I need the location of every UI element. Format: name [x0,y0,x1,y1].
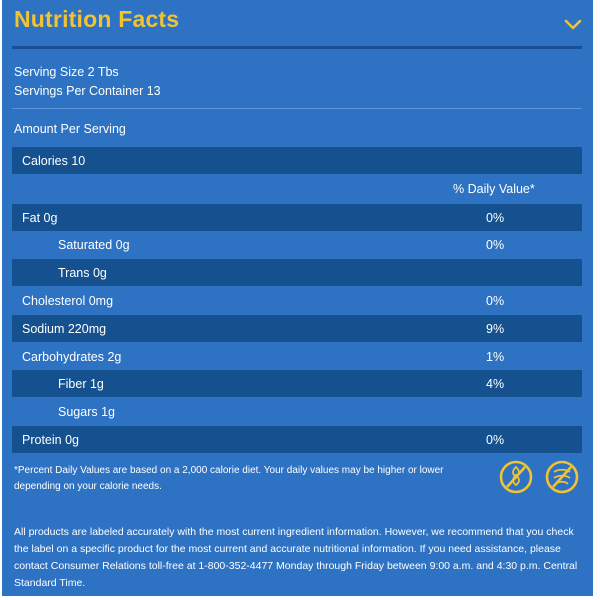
nutrient-row-fiber: Fiber 1g 4% [12,370,582,397]
nutrient-row-trans: Trans 0g [12,259,582,286]
amount-per-serving-label: Amount Per Serving [14,122,126,136]
nutrient-daily-value: 0% [486,433,505,447]
nutrient-daily-value: 0% [486,294,505,308]
calories-label: Calories 10 [22,154,86,168]
labeling-disclaimer: All products are labeled accurately with… [14,526,578,589]
header-divider [12,46,582,49]
nutrient-name: Saturated 0g [58,238,130,252]
serving-divider [12,108,582,109]
calories-row: Calories 10 [12,147,582,174]
nutrient-name: Protein 0g [22,433,79,447]
chevron-down-icon[interactable] [564,18,582,32]
gluten-free-icon [545,460,579,494]
nutrient-daily-value: 0% [486,238,505,252]
nutrient-daily-value: 1% [486,350,505,364]
nutrient-name: Trans 0g [58,266,107,280]
gluten-free-icon [499,460,533,494]
nutrition-header[interactable]: Nutrition Facts [14,6,582,46]
nutrient-row-sugars: Sugars 1g [12,398,582,425]
nutrient-name: Sodium 220mg [22,322,107,336]
serving-size: Serving Size 2 Tbs [14,65,119,79]
nutrient-name: Carbohydrates 2g [22,350,122,364]
nutrient-name: Fiber 1g [58,377,104,391]
daily-value-footnote: *Percent Daily Values are based on a 2,0… [14,465,444,492]
nutrient-row-sodium: Sodium 220mg 9% [12,315,582,342]
nutrient-row-cholesterol: Cholesterol 0mg 0% [12,287,582,314]
nutrient-name: Cholesterol 0mg [22,294,114,308]
daily-value-header: % Daily Value* [453,182,535,196]
servings-per-container: Servings Per Container 13 [14,84,161,98]
nutrient-row-protein: Protein 0g 0% [12,426,582,453]
nutrition-panel: Nutrition Facts Serving Size 2 Tbs Servi… [2,0,593,596]
nutrient-row-fat: Fat 0g 0% [12,204,582,231]
nutrient-daily-value: 9% [486,322,505,336]
nutrient-row-saturated: Saturated 0g 0% [12,231,582,258]
nutrient-daily-value: 4% [486,377,505,391]
panel-title: Nutrition Facts [14,6,180,32]
nutrient-row-carbohydrates: Carbohydrates 2g 1% [12,343,582,370]
nutrient-name: Sugars 1g [58,405,115,419]
nutrient-name: Fat 0g [22,211,58,225]
nutrient-daily-value: 0% [486,211,505,225]
